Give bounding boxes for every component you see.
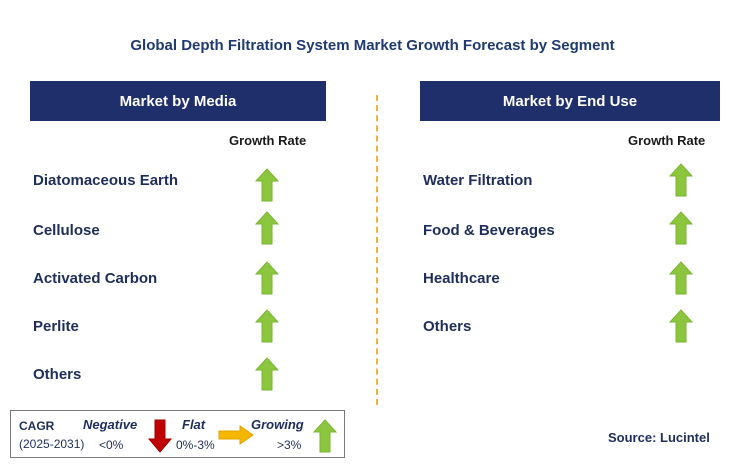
green-up-arrow-icon [669, 261, 693, 295]
green-up-arrow-icon [669, 211, 693, 245]
source-label: Source: Lucintel [608, 430, 710, 445]
green-up-arrow-icon [669, 163, 693, 197]
panel-divider [376, 95, 378, 405]
end-use-item-healthcare: Healthcare [423, 270, 500, 287]
legend-negative-label: Negative [83, 417, 138, 432]
legend-negative-range: <0% [99, 438, 124, 452]
media-item-diatomaceous-earth: Diatomaceous Earth [33, 172, 179, 189]
orange-right-arrow-icon [218, 425, 254, 445]
media-item-perlite: Perlite [33, 318, 79, 335]
page-title: Global Depth Filtration System Market Gr… [130, 37, 615, 54]
end-use-panel-header: Market by End Use [420, 81, 720, 121]
legend-cagr-label: CAGR [19, 419, 55, 433]
legend-growing-label: Growing [251, 417, 304, 432]
legend-flat-label: Flat [182, 417, 206, 432]
media-panel-header: Market by Media [30, 81, 326, 121]
green-up-arrow-icon [313, 419, 337, 453]
legend-growing-range: >3% [277, 438, 302, 452]
green-up-arrow-icon [255, 168, 279, 202]
end-use-item-water-filtration: Water Filtration [423, 172, 533, 189]
cagr-legend: CAGR (2025-2031) Negative <0% Flat 0%-3%… [10, 410, 345, 458]
media-item-activated-carbon: Activated Carbon [33, 270, 158, 287]
end-use-item-others: Others [423, 318, 472, 335]
red-down-arrow-icon [148, 419, 172, 453]
green-up-arrow-icon [255, 211, 279, 245]
green-up-arrow-icon [255, 309, 279, 343]
legend-period-label: (2025-2031) [19, 437, 85, 451]
media-item-cellulose: Cellulose [33, 222, 100, 239]
green-up-arrow-icon [255, 261, 279, 295]
legend-flat-range: 0%-3% [176, 438, 215, 452]
media-item-others: Others [33, 366, 82, 383]
end-use-growth-rate-label: Growth Rate [628, 133, 706, 148]
end-use-item-food-beverages: Food & Beverages [423, 222, 555, 239]
green-up-arrow-icon [255, 357, 279, 391]
green-up-arrow-icon [669, 309, 693, 343]
media-growth-rate-label: Growth Rate [229, 133, 307, 148]
